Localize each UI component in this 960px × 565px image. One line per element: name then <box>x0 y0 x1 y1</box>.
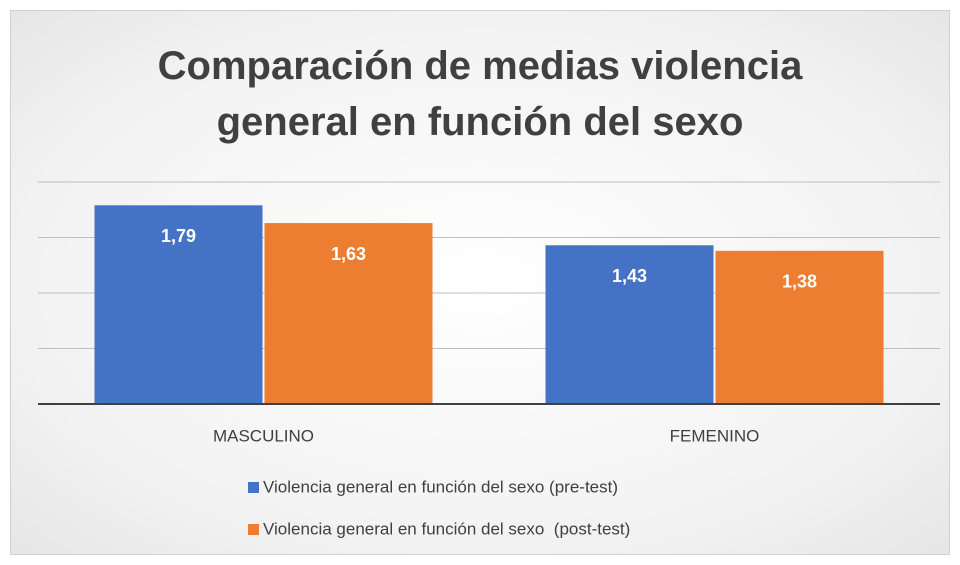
legend-label: Violencia general en función del sexo (p… <box>263 477 618 496</box>
legend-swatch <box>248 482 259 493</box>
x-tick-label: MASCULINO <box>213 426 314 445</box>
bar <box>264 223 433 404</box>
data-label: 1,43 <box>612 266 647 286</box>
data-label: 1,63 <box>331 244 366 264</box>
chart-title: Comparación de medias violencia general … <box>157 44 803 144</box>
bar <box>715 250 884 404</box>
legend-label: Violencia general en función del sexo (p… <box>263 519 630 538</box>
data-label: 1,38 <box>782 272 817 292</box>
bar <box>94 205 263 404</box>
bar <box>545 245 714 404</box>
legend-swatch <box>248 524 259 535</box>
x-tick-label: FEMENINO <box>670 426 760 445</box>
data-label: 1,79 <box>161 226 196 246</box>
